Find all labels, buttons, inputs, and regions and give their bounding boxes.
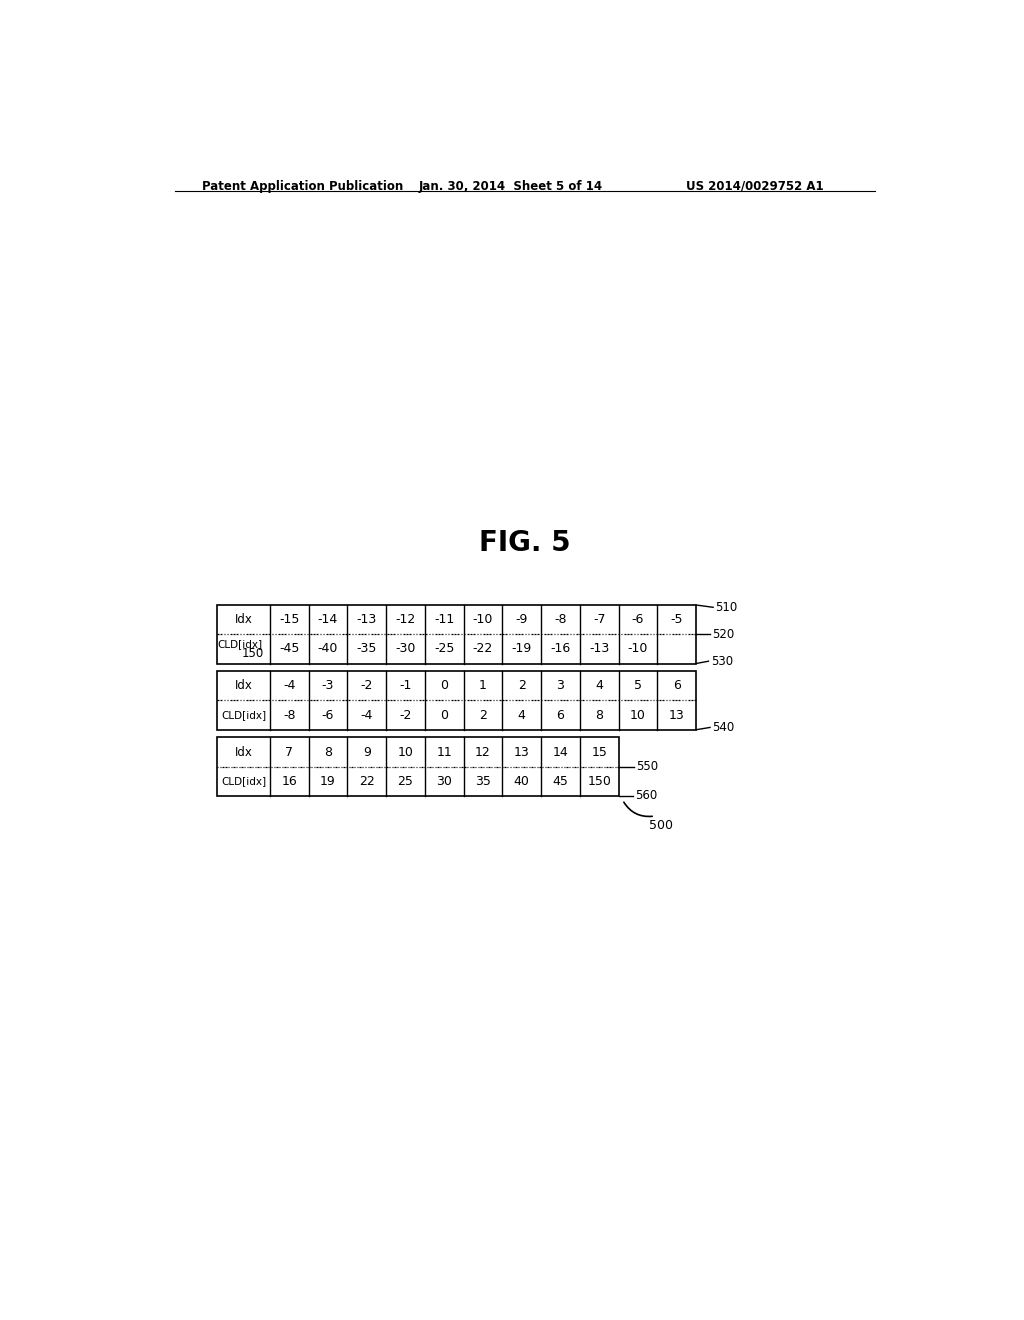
Text: 14: 14 xyxy=(553,746,568,759)
Bar xyxy=(217,605,696,664)
Text: 9: 9 xyxy=(362,746,371,759)
Text: 22: 22 xyxy=(358,775,375,788)
Text: -40: -40 xyxy=(317,643,338,656)
Text: 8: 8 xyxy=(324,746,332,759)
Text: -10: -10 xyxy=(628,643,648,656)
Text: -13: -13 xyxy=(589,643,609,656)
Bar xyxy=(217,738,618,796)
Text: -2: -2 xyxy=(399,709,412,722)
Bar xyxy=(217,671,696,730)
Text: -8: -8 xyxy=(554,612,566,626)
Text: -13: -13 xyxy=(356,612,377,626)
Text: 13: 13 xyxy=(514,746,529,759)
Text: -6: -6 xyxy=(632,612,644,626)
Text: 0: 0 xyxy=(440,680,449,693)
Text: FIG. 5: FIG. 5 xyxy=(479,529,570,557)
Text: -12: -12 xyxy=(395,612,416,626)
Text: 8: 8 xyxy=(595,709,603,722)
Text: 4: 4 xyxy=(518,709,525,722)
FancyArrowPatch shape xyxy=(624,803,652,817)
Text: 550: 550 xyxy=(636,760,658,774)
Text: -2: -2 xyxy=(360,680,373,693)
Text: -45: -45 xyxy=(279,643,299,656)
Text: -11: -11 xyxy=(434,612,455,626)
Text: 30: 30 xyxy=(436,775,453,788)
Text: 5: 5 xyxy=(634,680,642,693)
Text: -9: -9 xyxy=(515,612,528,626)
Text: 40: 40 xyxy=(514,775,529,788)
Text: 520: 520 xyxy=(713,628,734,640)
Text: 12: 12 xyxy=(475,746,490,759)
Text: -14: -14 xyxy=(317,612,338,626)
Text: 2: 2 xyxy=(479,709,486,722)
Text: 7: 7 xyxy=(286,746,293,759)
Text: 4: 4 xyxy=(595,680,603,693)
Text: -22: -22 xyxy=(473,643,494,656)
Text: 25: 25 xyxy=(397,775,414,788)
Text: 500: 500 xyxy=(649,818,673,832)
Text: 510: 510 xyxy=(716,601,737,614)
Text: 16: 16 xyxy=(282,775,297,788)
Text: -4: -4 xyxy=(283,680,295,693)
Text: -10: -10 xyxy=(473,612,494,626)
Text: -15: -15 xyxy=(279,612,299,626)
Text: Jan. 30, 2014  Sheet 5 of 14: Jan. 30, 2014 Sheet 5 of 14 xyxy=(419,180,603,193)
Text: 6: 6 xyxy=(673,680,681,693)
Text: CLD[idx]: CLD[idx] xyxy=(221,710,266,721)
Text: 150: 150 xyxy=(587,775,611,788)
Text: 560: 560 xyxy=(635,789,657,803)
Text: -30: -30 xyxy=(395,643,416,656)
Text: Idx: Idx xyxy=(234,746,252,759)
Text: 13: 13 xyxy=(669,709,685,722)
Text: 11: 11 xyxy=(436,746,452,759)
Text: 540: 540 xyxy=(713,721,734,734)
Text: Idx: Idx xyxy=(234,612,252,626)
Text: -25: -25 xyxy=(434,643,455,656)
Text: 45: 45 xyxy=(553,775,568,788)
Text: CLD[idx]: CLD[idx] xyxy=(221,776,266,787)
Text: 19: 19 xyxy=(321,775,336,788)
Text: 15: 15 xyxy=(591,746,607,759)
Text: 35: 35 xyxy=(475,775,490,788)
Text: -3: -3 xyxy=(322,680,334,693)
Text: -16: -16 xyxy=(550,643,570,656)
Text: Patent Application Publication: Patent Application Publication xyxy=(202,180,402,193)
Text: -1: -1 xyxy=(399,680,412,693)
Text: -35: -35 xyxy=(356,643,377,656)
Text: 3: 3 xyxy=(556,680,564,693)
Text: 530: 530 xyxy=(711,655,733,668)
Text: 10: 10 xyxy=(630,709,646,722)
Text: 6: 6 xyxy=(556,709,564,722)
Text: Idx: Idx xyxy=(234,680,252,693)
Text: -5: -5 xyxy=(671,612,683,626)
Text: 2: 2 xyxy=(518,680,525,693)
Text: 1: 1 xyxy=(479,680,486,693)
Text: 0: 0 xyxy=(440,709,449,722)
Text: 150: 150 xyxy=(242,647,264,660)
Text: -4: -4 xyxy=(360,709,373,722)
Text: -6: -6 xyxy=(322,709,334,722)
Text: US 2014/0029752 A1: US 2014/0029752 A1 xyxy=(686,180,823,193)
Text: CLD[idx]: CLD[idx] xyxy=(218,639,263,649)
Text: -19: -19 xyxy=(512,643,531,656)
Text: 10: 10 xyxy=(397,746,414,759)
Text: -7: -7 xyxy=(593,612,605,626)
Text: -8: -8 xyxy=(283,709,296,722)
